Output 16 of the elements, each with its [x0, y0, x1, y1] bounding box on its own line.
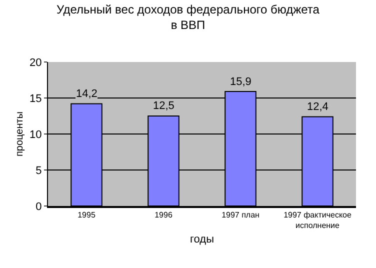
x-axis-title: годы: [190, 234, 214, 246]
data-label: 12,5: [153, 100, 174, 112]
data-label: 14,2: [76, 88, 98, 100]
y-tick-label: 5: [36, 164, 42, 177]
y-axis-title: проценты: [14, 111, 26, 157]
x-tick-label: 1997 план: [222, 210, 260, 220]
x-tick-label: 1996: [154, 210, 173, 220]
y-tick-label: 0: [36, 200, 42, 213]
data-label: 12,4: [307, 101, 328, 113]
y-tick-label: 15: [30, 92, 42, 105]
y-tick-label: 10: [30, 128, 42, 141]
x-tick-label: 1997 фактическое исполнение: [284, 210, 352, 230]
chart-title: Удельный вес доходов федерального бюджета в ВВП: [56, 2, 320, 32]
data-label: 15,9: [230, 76, 252, 88]
y-tick-label: 20: [30, 56, 42, 69]
x-tick-label: 1995: [78, 210, 96, 220]
